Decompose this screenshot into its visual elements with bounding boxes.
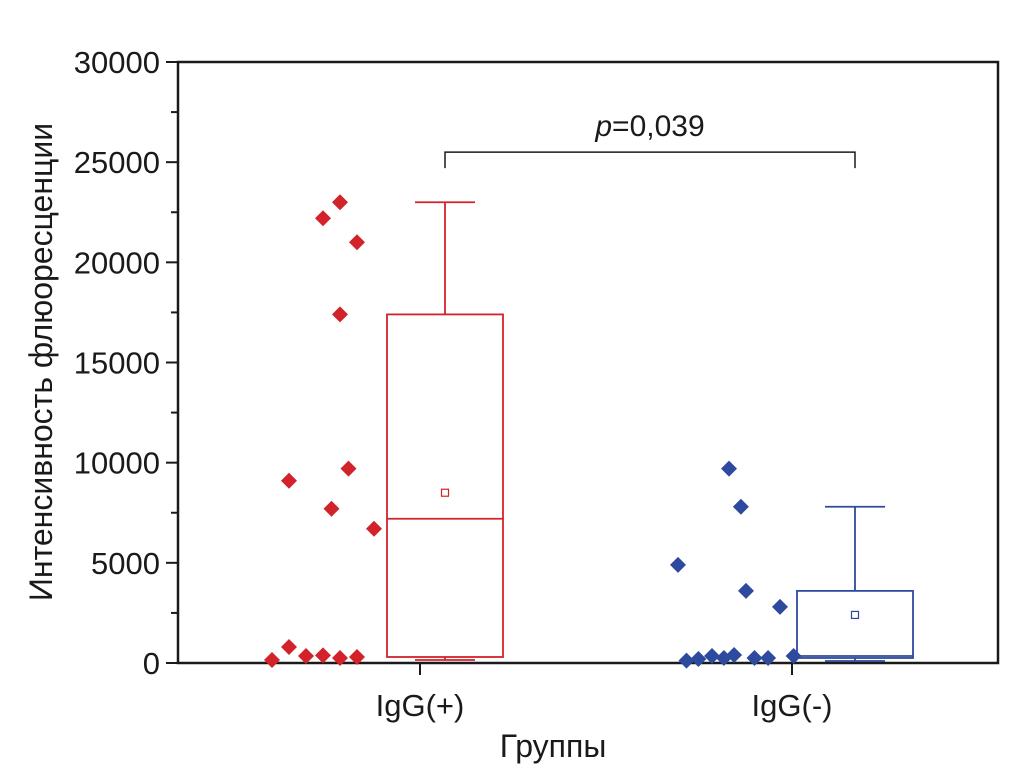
data-point [785,647,802,664]
y-tick-label: 25000 [74,145,160,180]
mean-marker [440,488,450,497]
data-point [349,234,365,251]
x-axis-title: Группы [500,728,607,764]
data-point [678,652,695,669]
significance-bracket: p=0,039 [444,110,856,169]
x-tick-label: IgG(-) [752,688,833,723]
box-plot-igg-negative [796,505,914,662]
data-point [721,460,737,477]
p-value-label: p=0,039 [594,110,704,143]
data-points [264,194,802,669]
y-tick-label: 20000 [74,245,160,280]
data-point [323,500,340,517]
data-point [298,647,314,664]
x-axis: IgG(+) IgG(-) [376,663,833,723]
y-axis-title: Интенсивность флюоресценции [23,123,59,601]
interquartile-box [386,313,504,658]
data-point [315,647,331,664]
y-tick-label: 30000 [74,45,160,80]
p-value: =0,039 [612,110,705,143]
data-point [264,651,280,668]
data-point [704,647,720,664]
y-tick-label: 10000 [74,446,160,481]
box-plots [386,201,914,662]
data-point [366,520,382,537]
bracket-line [444,151,856,169]
data-point [332,194,348,211]
box-plot-igg-positive [386,201,504,661]
data-point [281,638,297,655]
data-point [349,648,365,665]
y-tick-label: 15000 [74,346,160,381]
data-point [746,649,763,666]
mean-marker [850,610,860,620]
data-point [340,460,357,477]
data-point [772,598,788,615]
y-tick-label: 0 [143,646,160,681]
y-tick-label: 5000 [91,546,160,581]
data-point [670,556,686,573]
data-point [332,649,348,666]
data-point [281,472,297,489]
interquartile-box [796,589,914,659]
data-point [332,306,348,323]
data-point [315,210,331,227]
data-point [690,650,707,667]
data-point [738,582,754,599]
data-point [726,646,743,663]
data-point [732,498,749,515]
y-axis: 0 5000 10000 15000 20000 25000 30000 [74,45,178,681]
p-symbol: p [594,110,612,143]
data-point [760,649,777,666]
x-tick-label: IgG(+) [376,688,465,723]
